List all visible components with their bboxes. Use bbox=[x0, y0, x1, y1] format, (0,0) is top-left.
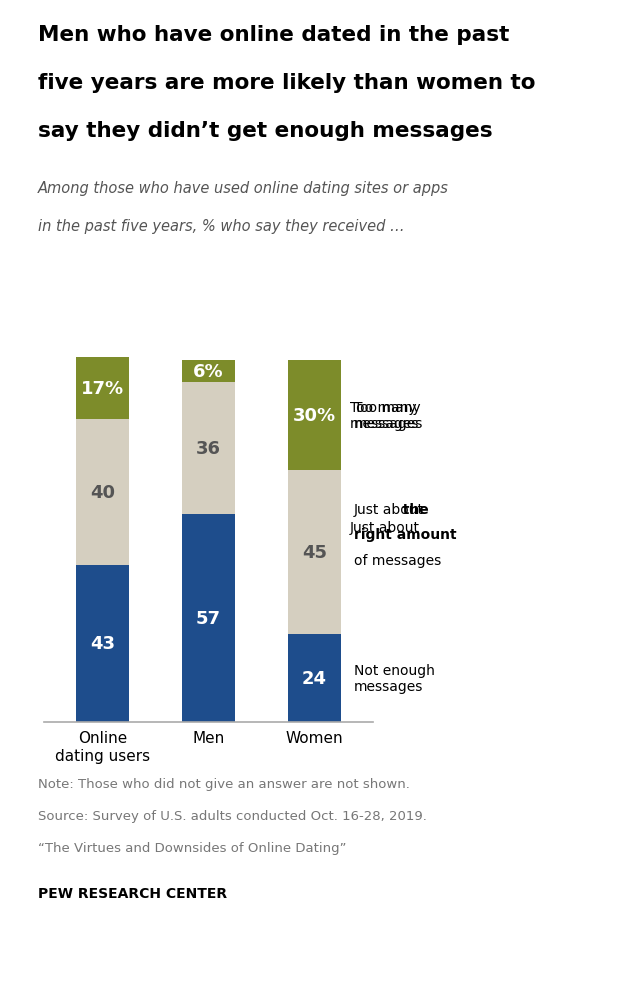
Text: Among those who have used online dating sites or apps: Among those who have used online dating … bbox=[38, 181, 449, 196]
Text: in the past five years, % who say they received …: in the past five years, % who say they r… bbox=[38, 219, 404, 234]
Text: Men who have online dated in the past: Men who have online dated in the past bbox=[38, 25, 509, 45]
Text: 30%: 30% bbox=[293, 407, 336, 425]
Text: the: the bbox=[354, 503, 428, 517]
Bar bbox=[182, 361, 235, 383]
Text: Not enough
messages: Not enough messages bbox=[354, 663, 435, 693]
Text: 17%: 17% bbox=[81, 379, 124, 397]
Text: Too many
messages: Too many messages bbox=[354, 401, 423, 431]
Bar bbox=[76, 419, 129, 566]
Text: five years are more likely than women to: five years are more likely than women to bbox=[38, 73, 535, 93]
Text: of messages: of messages bbox=[354, 554, 441, 567]
Bar bbox=[288, 470, 341, 635]
Text: right amount: right amount bbox=[354, 528, 456, 542]
Text: Too many
messages: Too many messages bbox=[349, 401, 419, 431]
Text: Note: Those who did not give an answer are not shown.: Note: Those who did not give an answer a… bbox=[38, 777, 410, 790]
Text: 57: 57 bbox=[196, 609, 221, 627]
Bar bbox=[76, 357, 129, 419]
Text: PEW RESEARCH CENTER: PEW RESEARCH CENTER bbox=[38, 886, 227, 900]
Text: “The Virtues and Downsides of Online Dating”: “The Virtues and Downsides of Online Dat… bbox=[38, 842, 346, 855]
Text: Just about the: Just about the bbox=[349, 513, 447, 543]
Bar bbox=[182, 383, 235, 515]
Bar bbox=[288, 361, 341, 470]
Text: 24: 24 bbox=[302, 669, 327, 687]
Text: 36: 36 bbox=[196, 439, 221, 457]
Text: say they didn’t get enough messages: say they didn’t get enough messages bbox=[38, 121, 492, 141]
Bar bbox=[182, 515, 235, 722]
Text: Just about: Just about bbox=[349, 521, 424, 535]
Bar bbox=[76, 566, 129, 722]
Text: 6%: 6% bbox=[193, 363, 224, 381]
Text: 40: 40 bbox=[90, 483, 115, 502]
Text: Source: Survey of U.S. adults conducted Oct. 16-28, 2019.: Source: Survey of U.S. adults conducted … bbox=[38, 809, 427, 822]
Bar bbox=[288, 635, 341, 722]
Text: 43: 43 bbox=[90, 635, 115, 653]
Text: Just about: Just about bbox=[354, 503, 428, 517]
Text: 45: 45 bbox=[302, 544, 327, 562]
